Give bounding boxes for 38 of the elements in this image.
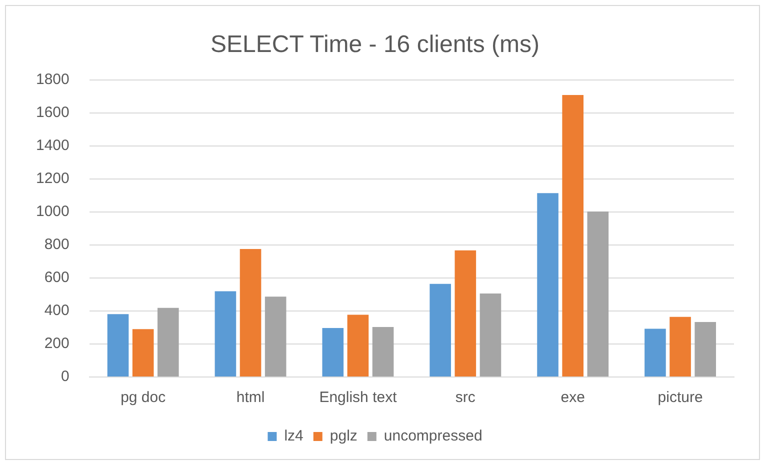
bar xyxy=(562,94,584,376)
bar xyxy=(322,328,344,376)
bar xyxy=(694,322,716,376)
y-tick-label: 200 xyxy=(44,335,70,352)
y-tick-label: 0 xyxy=(61,368,70,386)
bar xyxy=(430,284,451,376)
y-tick-label: 1200 xyxy=(36,170,70,188)
legend-label: lz4 xyxy=(284,428,304,445)
bar xyxy=(372,326,394,376)
legend-label: pglz xyxy=(330,428,358,445)
bar xyxy=(454,250,476,376)
x-tick-label: exe xyxy=(560,389,585,406)
bar xyxy=(158,308,179,376)
x-tick-label: picture xyxy=(658,389,703,406)
bar xyxy=(670,316,691,376)
x-tick-label: src xyxy=(455,389,476,406)
y-tick-label: 1000 xyxy=(36,203,70,220)
y-tick-label: 600 xyxy=(44,269,70,286)
bar xyxy=(214,291,236,376)
bar xyxy=(240,249,262,376)
bar xyxy=(264,296,286,376)
legend-label: uncompressed xyxy=(384,428,482,445)
bar xyxy=(644,328,666,376)
bar xyxy=(587,212,609,376)
bar xyxy=(107,314,129,376)
x-tick-label: html xyxy=(236,389,265,406)
x-tick-label: English text xyxy=(319,389,398,406)
y-tick-label: 1800 xyxy=(36,70,70,88)
bar xyxy=(347,314,369,376)
x-tick-label: pg doc xyxy=(120,389,166,406)
bar xyxy=(480,293,502,376)
y-tick-label: 1400 xyxy=(36,136,70,154)
chart-title: SELECT Time - 16 clients (ms) xyxy=(210,31,540,58)
bar xyxy=(537,193,558,376)
y-tick-label: 1600 xyxy=(36,104,70,121)
bar xyxy=(132,329,154,376)
y-tick-label: 400 xyxy=(44,302,70,320)
y-tick-label: 800 xyxy=(44,236,70,254)
